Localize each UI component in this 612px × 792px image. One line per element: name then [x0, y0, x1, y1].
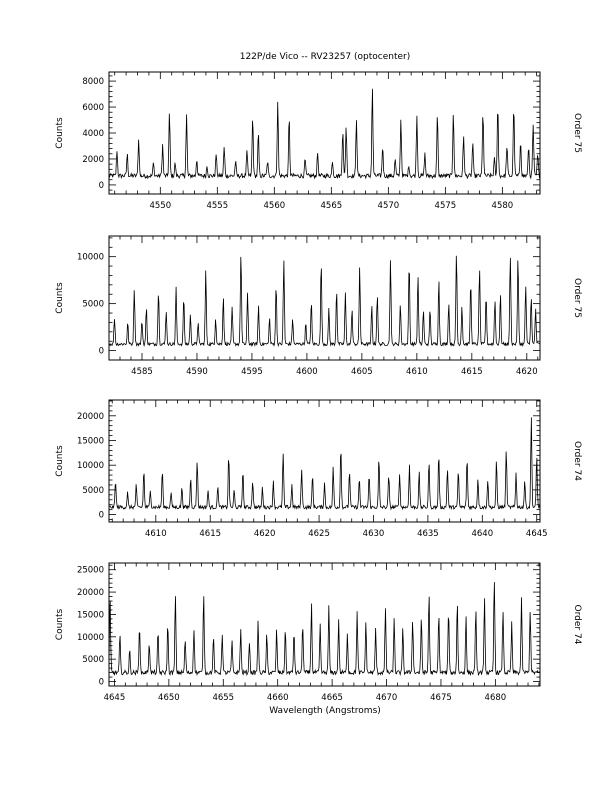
y-tick-label: 10000	[77, 461, 104, 471]
figure-title: 122P/de Vico -- RV23257 (optocenter)	[240, 52, 411, 62]
x-tick-label: 4615	[199, 529, 221, 539]
spectrum-line	[108, 582, 541, 677]
x-tick-label: 4675	[430, 693, 452, 703]
x-tick-label: 4610	[145, 529, 167, 539]
y-tick-label: 8000	[82, 77, 104, 87]
x-tick-label: 4575	[435, 201, 457, 211]
x-tick-label: 4630	[363, 529, 385, 539]
x-tick-label: 4645	[526, 529, 548, 539]
x-tick-label: 4610	[406, 367, 428, 377]
plot-frame	[108, 399, 541, 523]
panel-2: 4585 4590 4595 4600 4605 4610 4615 4620 0 5000 100…	[55, 235, 582, 377]
order-label: Order 75	[572, 113, 582, 153]
x-tick-label: 4640	[471, 529, 493, 539]
y-axis-title: Counts	[55, 282, 65, 314]
y-tick-label: 0	[99, 181, 104, 191]
x-tick-label: 4625	[308, 529, 330, 539]
y-tick-label: 6000	[82, 103, 104, 113]
order-label: Order 74	[572, 605, 582, 645]
y-axis-title: Counts	[55, 445, 65, 477]
x-tick-label: 4595	[241, 367, 263, 377]
spectrum-line	[108, 417, 541, 511]
y-tick-label: 0	[99, 511, 104, 521]
order-label: Order 75	[572, 278, 582, 318]
x-tick-label: 4600	[296, 367, 318, 377]
y-axis-title: Counts	[55, 608, 65, 640]
y-tick-label: 15000	[77, 437, 104, 447]
y-tick-label: 5000	[82, 300, 104, 310]
x-tick-label: 4670	[376, 693, 398, 703]
x-tick-label: 4620	[516, 367, 538, 377]
x-tick-label: 4570	[378, 201, 400, 211]
x-tick-label: 4660	[267, 693, 289, 703]
x-tick-label: 4580	[492, 201, 514, 211]
x-tick-label: 4665	[321, 693, 343, 703]
spectrum-line	[109, 255, 541, 348]
plot-frame	[108, 235, 541, 361]
panel-3: 4610 4615 4620 4625 4630 4635 4640 4645 0 5000 100…	[55, 399, 582, 539]
y-tick-label: 5000	[82, 655, 104, 665]
order-label: Order 74	[572, 441, 582, 481]
x-tick-label: 4555	[206, 201, 228, 211]
y-tick-label: 4000	[82, 129, 104, 139]
x-tick-label: 4615	[461, 367, 483, 377]
x-tick-label: 4560	[264, 201, 286, 211]
x-tick-label: 4635	[417, 529, 439, 539]
x-tick-label: 4645	[104, 693, 126, 703]
y-axis-title: Counts	[55, 117, 65, 149]
x-tick-label: 4565	[321, 201, 343, 211]
x-tick-label: 4655	[212, 693, 234, 703]
panel-4: 4645 4650 4655 4660 4665 4670 4675 4680 0 5000 100…	[55, 562, 582, 703]
panel-1: 4550 4555 4560 4565 4570 4575 4580 0 2000 4000 600…	[55, 71, 582, 211]
x-tick-label: 4585	[131, 367, 153, 377]
y-tick-label: 10000	[77, 633, 104, 643]
x-tick-label: 4620	[254, 529, 276, 539]
x-tick-label: 4590	[186, 367, 208, 377]
y-tick-label: 20000	[77, 412, 104, 422]
y-tick-label: 5000	[82, 486, 104, 496]
x-tick-label: 4550	[149, 201, 171, 211]
y-tick-label: 2000	[82, 155, 104, 165]
x-axis-title: Wavelength (Angstroms)	[269, 706, 381, 716]
x-tick-label: 4680	[485, 693, 507, 703]
y-tick-label: 0	[99, 678, 104, 688]
y-tick-label: 10000	[77, 253, 104, 263]
x-tick-label: 4650	[158, 693, 180, 703]
x-tick-label: 4605	[351, 367, 373, 377]
y-tick-label: 15000	[77, 610, 104, 620]
y-tick-label: 0	[99, 347, 104, 357]
plot-frame	[108, 562, 541, 687]
spectrum-line	[108, 88, 541, 180]
y-tick-label: 25000	[77, 566, 104, 576]
y-tick-label: 20000	[77, 588, 104, 598]
